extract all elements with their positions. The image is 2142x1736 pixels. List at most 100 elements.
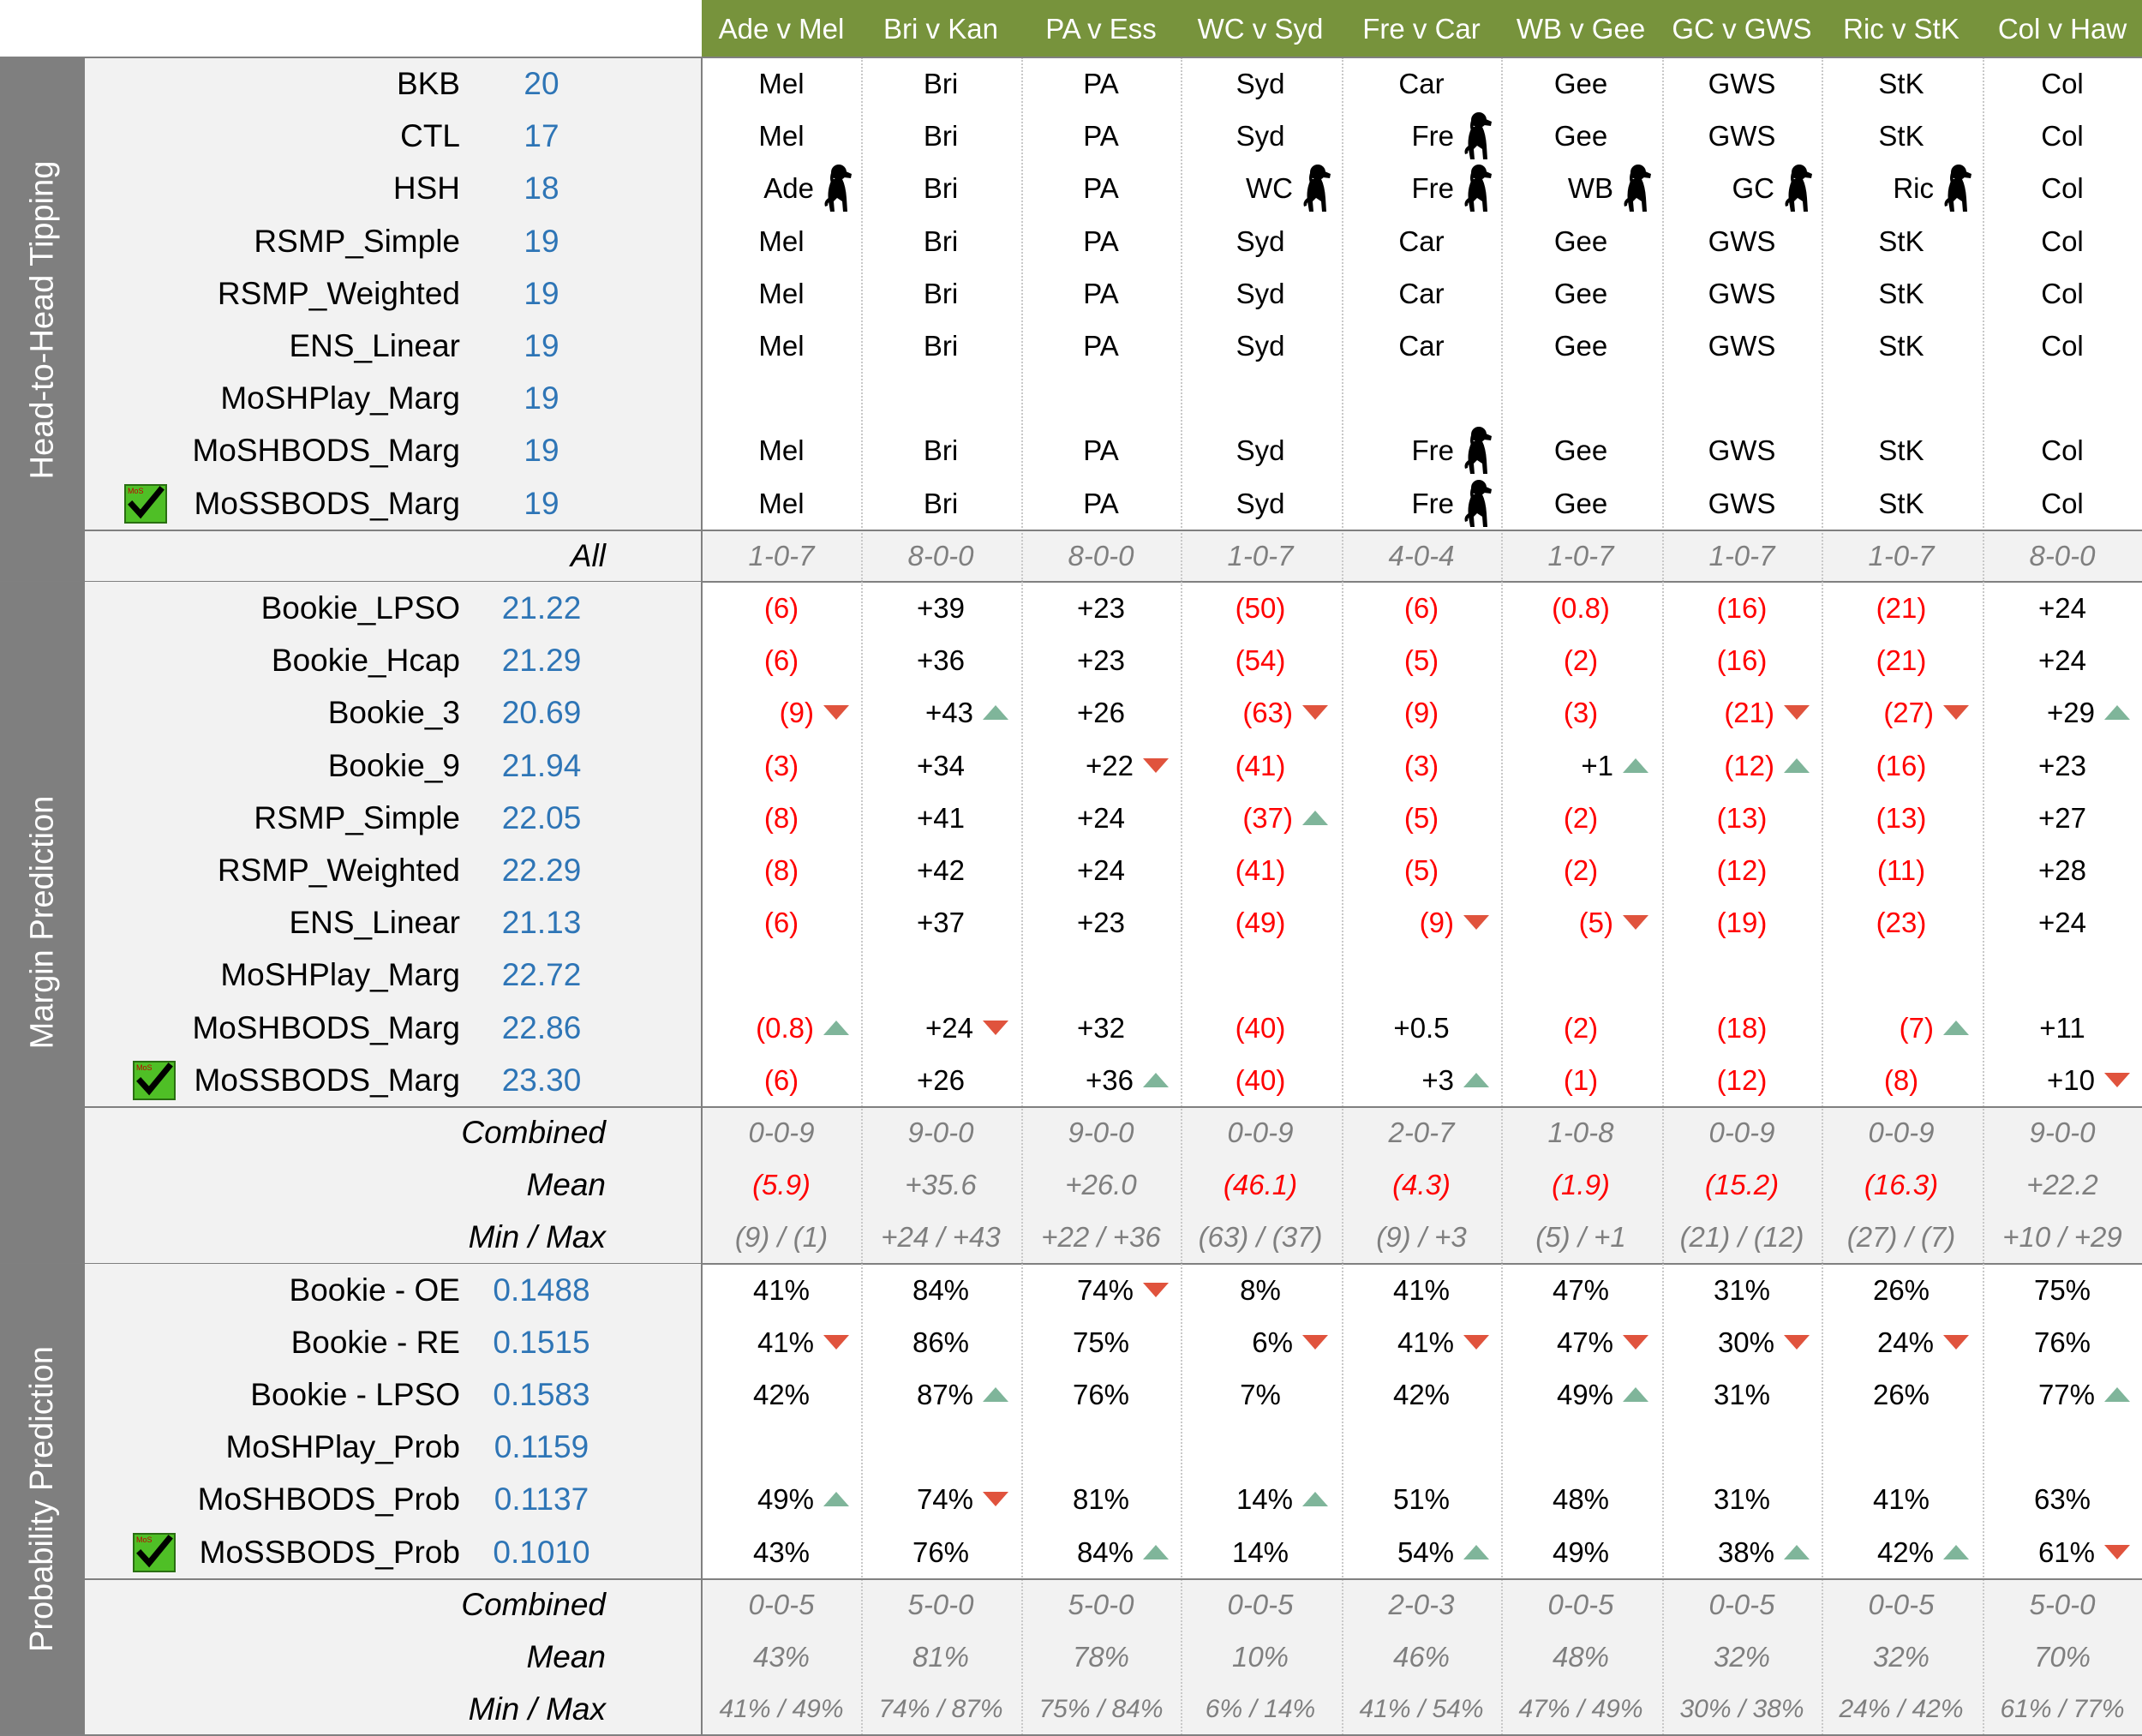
arrow-down-icon xyxy=(2104,1072,2130,1087)
prediction-cell: +24 xyxy=(2038,592,2086,624)
model-name: MoSHBODS_Prob xyxy=(197,1482,460,1518)
prediction-cell: 87% xyxy=(916,1379,973,1410)
column-divider xyxy=(1342,582,1343,1264)
prediction-cell: Syd xyxy=(1236,120,1285,153)
model-score: 21.22 xyxy=(501,590,582,626)
prediction-cell: Bri xyxy=(923,224,959,257)
summary-value: 0-0-5 xyxy=(748,1588,815,1620)
summary-value: +22.2 xyxy=(2026,1169,2098,1201)
dog-icon xyxy=(1460,111,1494,161)
summary-value: (5) / +1 xyxy=(1535,1221,1626,1254)
summary-value: 1-0-7 xyxy=(748,539,815,572)
section-border xyxy=(0,1262,2142,1265)
arrow-down-icon xyxy=(983,1020,1008,1035)
summary-label: Mean xyxy=(526,1167,606,1203)
prediction-cell: (13) xyxy=(1876,801,1927,834)
summary-value: 10% xyxy=(1231,1641,1289,1673)
summary-value: 9-0-0 xyxy=(907,1116,974,1148)
model-score: 19 xyxy=(524,275,559,311)
prediction-cell: (8) xyxy=(763,801,799,834)
section-label-text: Probability Prediction xyxy=(24,1346,60,1653)
prediction-cell: 26% xyxy=(1872,1273,1930,1306)
summary-value: +35.6 xyxy=(905,1169,977,1201)
match-header: Fre v Car xyxy=(1362,13,1481,45)
prediction-cell: +0.5 xyxy=(1393,1011,1450,1044)
column-divider xyxy=(1342,57,1343,582)
column-divider xyxy=(1983,57,1984,582)
prediction-cell: (5) xyxy=(1403,801,1439,834)
arrow-down-icon xyxy=(1943,705,1969,721)
prediction-cell: +36 xyxy=(917,644,965,677)
summary-value: 30% / 38% xyxy=(1679,1695,1804,1724)
summary-value: (27) / (7) xyxy=(1846,1221,1956,1254)
prediction-cell: GWS xyxy=(1708,277,1776,309)
prediction-cell: 49% xyxy=(1556,1379,1613,1410)
prediction-cell: Bri xyxy=(923,487,959,519)
prediction-cell: +26 xyxy=(1077,697,1125,729)
summary-value: 0-0-5 xyxy=(1547,1588,1614,1620)
prediction-cell: (8) xyxy=(1883,1063,1919,1096)
prediction-cell: 14% xyxy=(1231,1535,1289,1568)
prediction-cell: Col xyxy=(2041,224,2084,257)
model-name: RSMP_Weighted xyxy=(217,275,460,311)
prediction-cell: +36 xyxy=(1086,1063,1134,1096)
prediction-cell: 30% xyxy=(1717,1326,1774,1358)
prediction-cell: Car xyxy=(1398,68,1445,99)
summary-value: 1-0-8 xyxy=(1547,1116,1614,1148)
summary-value: 2-0-7 xyxy=(1388,1116,1455,1148)
prediction-cell: (21) xyxy=(1876,644,1927,677)
arrow-down-icon xyxy=(823,1334,849,1350)
model-name: BKB xyxy=(396,66,460,101)
model-score: 22.29 xyxy=(501,853,582,888)
prediction-cell: (0.8) xyxy=(1552,592,1610,624)
prediction-cell: StK xyxy=(1878,434,1924,467)
prediction-cell: Car xyxy=(1398,277,1445,309)
model-score: 21.94 xyxy=(501,747,582,783)
summary-label: Min / Max xyxy=(468,1219,606,1255)
summary-value: (46.1) xyxy=(1223,1169,1298,1201)
summary-value: (9) / (1) xyxy=(734,1221,829,1254)
prediction-cell: 24% xyxy=(1876,1326,1934,1358)
prediction-cell: +23 xyxy=(1077,907,1125,939)
model-score: 21.29 xyxy=(501,643,582,679)
column-divider xyxy=(1983,582,1984,1264)
match-header: Ric v StK xyxy=(1843,13,1960,45)
summary-value: (15.2) xyxy=(1704,1169,1780,1201)
prediction-cell: (23) xyxy=(1876,907,1927,939)
prediction-cell: 76% xyxy=(2033,1326,2091,1358)
summary-value: 0-0-9 xyxy=(1868,1116,1935,1148)
prediction-cell: StK xyxy=(1878,330,1924,362)
prediction-cell: (21) xyxy=(1724,697,1774,729)
summary-value: 8-0-0 xyxy=(907,539,974,572)
model-score: 22.72 xyxy=(501,957,582,993)
arrow-up-icon xyxy=(1302,810,1328,825)
summary-value: (9) / +3 xyxy=(1376,1221,1467,1254)
arrow-up-icon xyxy=(1463,1072,1489,1087)
prediction-cell: (27) xyxy=(1883,697,1934,729)
model-name: MoSHPlay_Marg xyxy=(220,380,460,416)
column-divider xyxy=(1021,582,1023,1264)
prediction-cell: (6) xyxy=(763,907,799,939)
prediction-cell: +26 xyxy=(917,1063,965,1096)
prediction-cell: (18) xyxy=(1716,1011,1768,1044)
prediction-cell: 51% xyxy=(1392,1483,1451,1516)
model-name: RSMP_Simple xyxy=(254,223,460,259)
dog-icon xyxy=(820,164,854,213)
model-name: Bookie - RE xyxy=(290,1324,460,1360)
summary-value: +22 / +36 xyxy=(1041,1221,1161,1254)
model-score: 0.1488 xyxy=(493,1272,590,1308)
prediction-cell: WC xyxy=(1246,172,1293,205)
prediction-cell: (41) xyxy=(1235,749,1286,781)
summary-label: Mean xyxy=(526,1639,606,1674)
arrow-down-icon xyxy=(1943,1334,1969,1350)
prediction-cell: 26% xyxy=(1872,1379,1930,1410)
summary-value: 78% xyxy=(1072,1641,1130,1673)
prediction-cell: (37) xyxy=(1242,801,1293,834)
arrow-up-icon xyxy=(1623,757,1648,773)
prediction-cell: (5) xyxy=(1403,854,1439,886)
prediction-cell: Fre xyxy=(1411,120,1455,153)
summary-value: 5-0-0 xyxy=(907,1588,974,1620)
match-header: PA v Ess xyxy=(1045,13,1157,45)
prediction-cell: (6) xyxy=(763,592,799,624)
